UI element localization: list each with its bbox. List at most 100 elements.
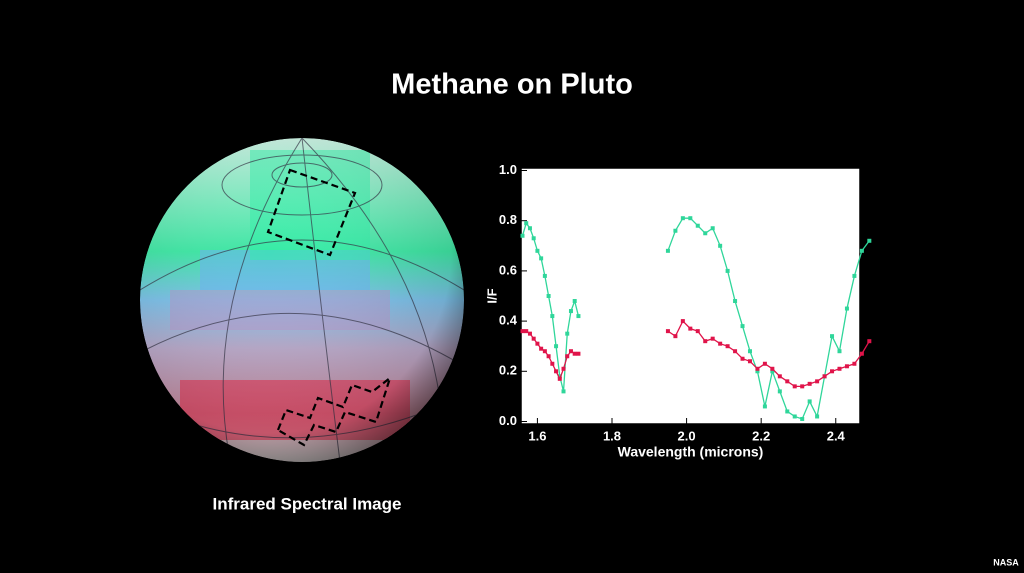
- y-tick-label: 0.4: [499, 313, 518, 328]
- data-point: [837, 366, 842, 371]
- data-point: [867, 238, 872, 243]
- data-point: [554, 344, 559, 349]
- data-point: [561, 389, 566, 394]
- x-tick-label: 1.6: [528, 428, 546, 443]
- data-point: [785, 379, 790, 384]
- data-point: [859, 248, 864, 253]
- data-point: [815, 414, 820, 419]
- y-axis-label: I/F: [484, 288, 499, 303]
- y-tick-label: 0.2: [499, 363, 517, 378]
- data-point: [550, 314, 555, 319]
- globe: [140, 138, 464, 462]
- data-point: [557, 374, 562, 379]
- data-point: [762, 361, 767, 366]
- data-point: [520, 329, 525, 334]
- data-point: [837, 349, 842, 354]
- data-point: [542, 273, 547, 278]
- data-point: [680, 319, 685, 324]
- data-point: [550, 361, 555, 366]
- data-point: [703, 339, 708, 344]
- data-point: [740, 324, 745, 329]
- data-point: [688, 326, 693, 331]
- data-point: [725, 344, 730, 349]
- data-point: [822, 374, 827, 379]
- data-point: [695, 329, 700, 334]
- data-point: [770, 369, 775, 374]
- data-point: [527, 226, 532, 231]
- data-point: [710, 336, 715, 341]
- data-point: [568, 349, 573, 354]
- data-point: [785, 409, 790, 414]
- data-point: [565, 354, 570, 359]
- x-tick-label: 1.8: [603, 428, 621, 443]
- data-point: [557, 376, 562, 381]
- region-box: [266, 168, 393, 447]
- data-point: [680, 216, 685, 221]
- data-point: [733, 299, 738, 304]
- data-point: [568, 309, 573, 314]
- data-point: [830, 369, 835, 374]
- data-point: [807, 381, 812, 386]
- data-point: [740, 356, 745, 361]
- data-point: [542, 349, 547, 354]
- data-point: [770, 366, 775, 371]
- y-tick-label: 0.0: [499, 413, 517, 428]
- x-axis-label: Wavelength (microns): [618, 444, 764, 460]
- y-tick-label: 0.8: [499, 212, 517, 227]
- data-point: [695, 223, 700, 228]
- data-point: [520, 233, 525, 238]
- image-caption: Infrared Spectral Image: [213, 494, 402, 513]
- data-point: [830, 334, 835, 339]
- data-point: [710, 226, 715, 231]
- data-point: [867, 339, 872, 344]
- data-point: [755, 369, 760, 374]
- data-point: [844, 364, 849, 369]
- data-point: [762, 404, 767, 409]
- data-point: [572, 351, 577, 356]
- x-tick-label: 2.4: [827, 428, 846, 443]
- data-point: [546, 354, 551, 359]
- data-point: [665, 248, 670, 253]
- data-point: [531, 336, 536, 341]
- data-point: [747, 359, 752, 364]
- data-point: [792, 384, 797, 389]
- x-tick-label: 2.0: [678, 428, 696, 443]
- data-point: [777, 389, 782, 394]
- data-point: [554, 369, 559, 374]
- data-point: [747, 349, 752, 354]
- y-tick-label: 0.6: [499, 262, 517, 277]
- data-point: [561, 366, 566, 371]
- chart: 1.6 1.8 2.0 2.2 2.4 0.0 0.2 0.4 0.6 0.8 1.0 Wavelen…: [484, 162, 872, 460]
- y-tick-label: 1.0: [499, 162, 517, 177]
- data-point: [524, 329, 529, 334]
- data-point: [535, 341, 540, 346]
- data-point: [777, 374, 782, 379]
- data-point: [673, 228, 678, 233]
- data-point: [703, 231, 708, 236]
- data-point: [755, 366, 760, 371]
- x-tick-label: 2.2: [752, 428, 770, 443]
- data-point: [800, 416, 805, 421]
- data-point: [844, 306, 849, 311]
- data-point: [539, 346, 544, 351]
- data-point: [673, 334, 678, 339]
- data-point: [572, 299, 577, 304]
- data-point: [539, 256, 544, 261]
- data-point: [576, 351, 581, 356]
- data-point: [524, 221, 529, 226]
- data-point: [527, 331, 532, 336]
- data-point: [725, 268, 730, 273]
- data-point: [733, 349, 738, 354]
- data-point: [852, 361, 857, 366]
- plot-area: [520, 167, 861, 425]
- slide-title: Methane on Pluto: [391, 69, 633, 101]
- data-point: [792, 414, 797, 419]
- data-point: [565, 331, 570, 336]
- data-point: [859, 351, 864, 356]
- data-point: [546, 294, 551, 298]
- credit: NASA: [993, 557, 1019, 567]
- data-point: [531, 236, 536, 241]
- data-point: [807, 399, 812, 404]
